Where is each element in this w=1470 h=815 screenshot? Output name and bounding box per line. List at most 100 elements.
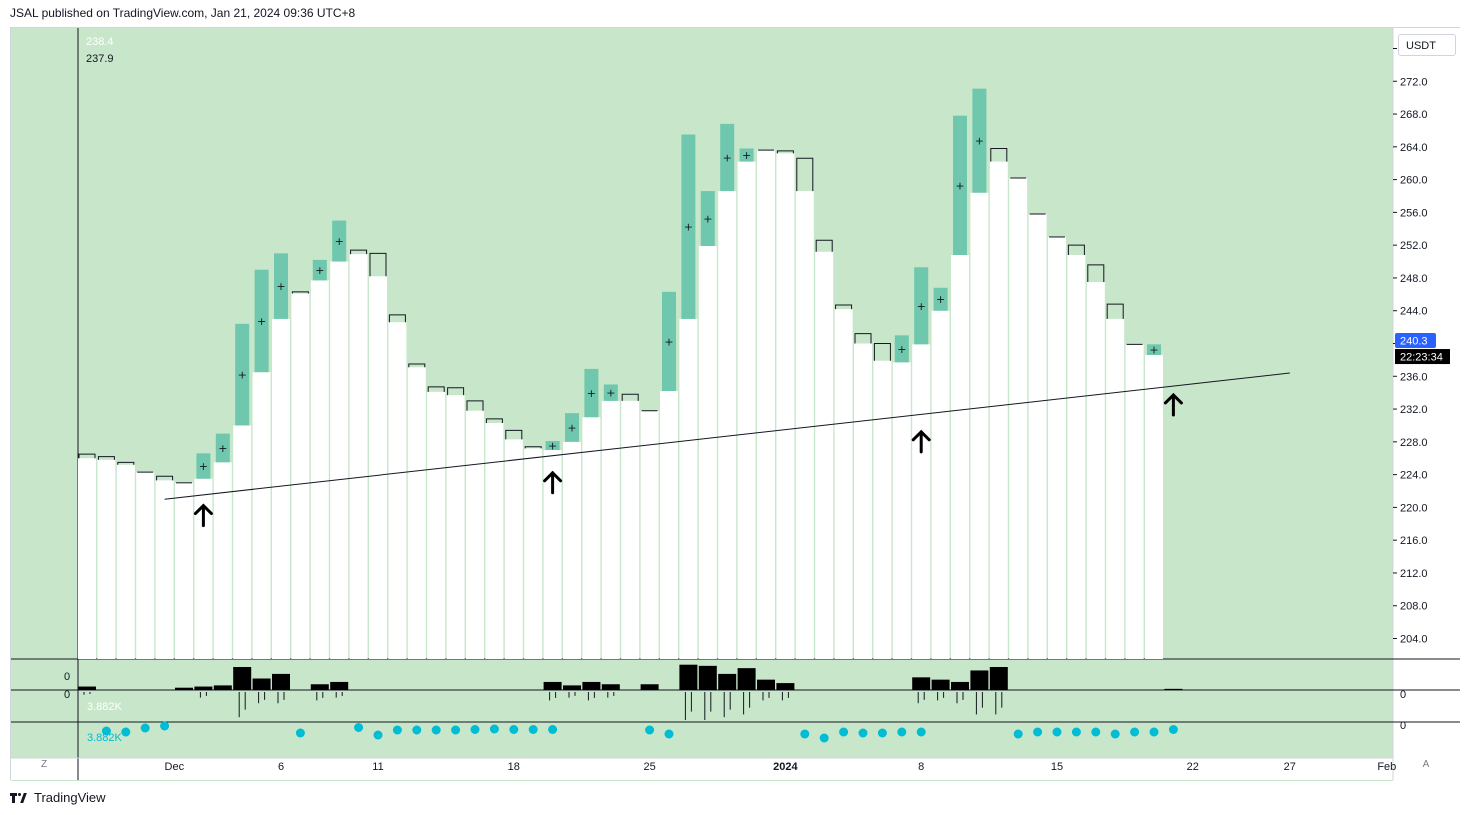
auto-scale-z-button[interactable]: Z (40, 759, 48, 770)
oscillator-dot (121, 727, 131, 737)
candle-base (582, 417, 601, 659)
volume-bar (679, 664, 698, 690)
y-tick-label: 216.0 (1400, 535, 1428, 547)
countdown-tag (1395, 349, 1450, 365)
candle (466, 400, 484, 659)
candle-mid-marker: + (257, 315, 266, 328)
candle-down-outline (1106, 303, 1124, 319)
oscillator-value-2: 3.882K (87, 732, 123, 744)
candle-base (931, 310, 950, 659)
candle: + (310, 259, 329, 659)
up-arrow-icon (193, 503, 213, 528)
candle (776, 150, 795, 659)
readout-value-1: 238.4 (86, 36, 114, 48)
candle-base (116, 464, 135, 659)
candle-mid-marker: + (567, 421, 576, 434)
volume-bar (78, 686, 96, 690)
oscillator-dot (489, 724, 499, 734)
candle-base (970, 192, 989, 660)
candle-down-outline (485, 418, 503, 423)
candle (1028, 213, 1047, 659)
currency-button[interactable]: USDT (1398, 34, 1456, 56)
candle (291, 291, 310, 659)
candle (78, 453, 96, 659)
volume-bar (718, 673, 737, 690)
oscillator-value-1: 3.882K (87, 701, 123, 713)
candle-base (679, 318, 698, 659)
oscillator-dot (373, 730, 383, 740)
oscillator-dot (392, 725, 402, 735)
candle: + (330, 220, 349, 659)
candle: + (660, 291, 678, 659)
oscillator-dot (354, 723, 364, 732)
candle: + (1145, 344, 1163, 659)
auto-scale-a-button[interactable]: A (1422, 759, 1430, 770)
candle-down-outline (369, 252, 387, 277)
candle-up-body (914, 267, 929, 345)
candle-base (369, 276, 387, 659)
candle (795, 157, 814, 659)
candle-base (213, 462, 232, 659)
candle-up-body (254, 269, 269, 373)
oscillator-dot (645, 725, 655, 735)
candle-base (1145, 354, 1163, 659)
candle-up-body (933, 287, 948, 311)
volume-bar (252, 678, 271, 690)
y-tick-label: 208.0 (1400, 601, 1428, 613)
candle-base (194, 478, 213, 659)
candle (834, 304, 853, 659)
candle-down-outline (776, 150, 794, 154)
candle-up-body (196, 453, 211, 479)
y-tick-label: 252.0 (1400, 240, 1428, 252)
oscillator-dot (858, 728, 868, 738)
candle-base (1125, 344, 1144, 659)
candle-base (698, 245, 717, 659)
x-tick-label: 6 (278, 761, 284, 773)
candle-down-outline (621, 393, 639, 401)
last-price-label: 240.3 (1400, 336, 1428, 348)
volume-bar (194, 686, 213, 690)
y-tick-label: 248.0 (1400, 273, 1428, 285)
candle-base (854, 343, 872, 659)
candle-mid-marker: + (276, 280, 285, 293)
candle (504, 429, 523, 659)
candle-base (776, 153, 795, 659)
tradingview-logo-icon (10, 792, 28, 804)
oscillator-dot (1149, 727, 1159, 737)
candle-base (718, 191, 737, 659)
oscillator-dot (140, 723, 150, 733)
candle-up-body (662, 291, 676, 392)
volume-zero-label: 0 (64, 671, 70, 683)
y-tick-label: 220.0 (1400, 502, 1428, 514)
up-arrow-icon (1163, 392, 1183, 417)
volume-bar (543, 681, 562, 690)
candle-mid-marker: + (1149, 344, 1158, 357)
candle (1086, 264, 1105, 659)
candle: + (194, 453, 213, 659)
candle (873, 343, 892, 659)
candle (1048, 236, 1066, 659)
candle-up-body (700, 191, 715, 246)
candle-base (97, 459, 116, 659)
y-tick-label: 244.0 (1400, 306, 1428, 318)
candle-base (252, 372, 271, 659)
candle-base (660, 391, 678, 659)
candle-down-outline (1067, 244, 1085, 255)
candle-up-body (312, 259, 327, 281)
candle (388, 314, 407, 659)
candle-down-outline (388, 314, 406, 323)
candle (116, 461, 135, 659)
candle-base (155, 480, 174, 659)
oscillator-dot (1091, 727, 1101, 737)
candle: + (233, 323, 252, 659)
oscillator-dot (1033, 727, 1043, 737)
candle: + (970, 88, 989, 660)
candle-base (388, 322, 407, 659)
candle-base (757, 150, 775, 659)
oscillator-dot (548, 725, 558, 734)
candle (1106, 303, 1125, 659)
candle-base (524, 448, 543, 659)
candle-mid-marker: + (936, 293, 945, 306)
candle-up-body (545, 441, 560, 451)
